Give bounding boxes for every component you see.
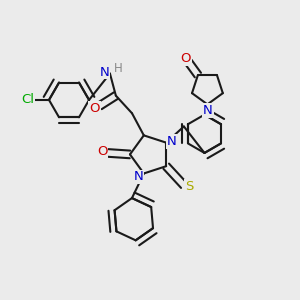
- Text: O: O: [180, 52, 191, 65]
- Text: N: N: [203, 104, 213, 117]
- Text: H: H: [114, 62, 123, 75]
- Text: N: N: [134, 170, 143, 184]
- Text: Cl: Cl: [21, 93, 34, 106]
- Text: N: N: [100, 66, 110, 79]
- Text: S: S: [185, 180, 194, 193]
- Text: O: O: [97, 145, 107, 158]
- Text: O: O: [89, 102, 100, 115]
- Text: N: N: [167, 135, 176, 148]
